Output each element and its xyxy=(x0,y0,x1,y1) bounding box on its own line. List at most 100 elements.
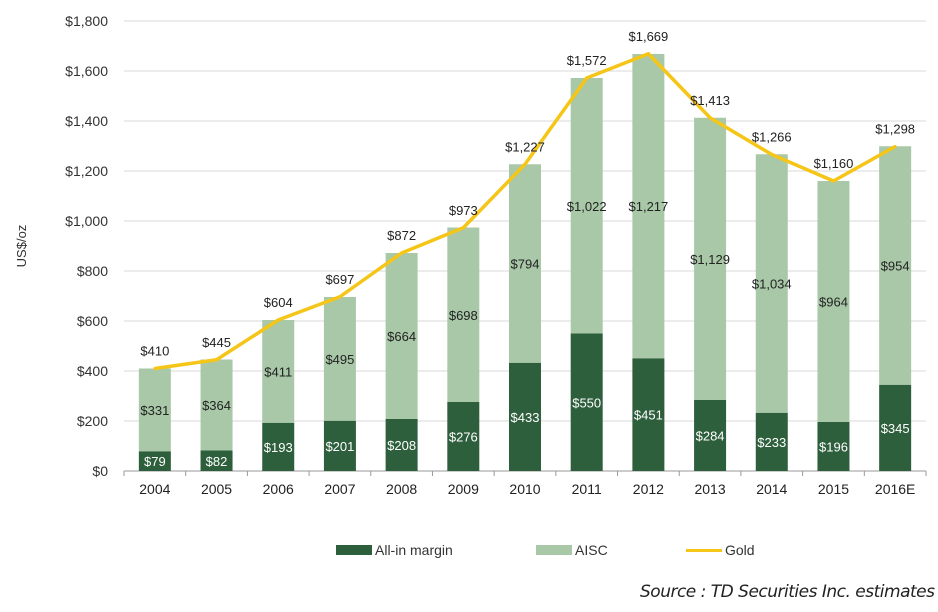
legend-swatch-aisc xyxy=(536,545,572,555)
y-tick-label: $1,800 xyxy=(65,13,108,29)
data-label-aisc: $364 xyxy=(202,398,231,413)
x-tick-label: 2015 xyxy=(818,481,849,497)
y-tick-label: $1,600 xyxy=(65,63,108,79)
gold-point xyxy=(338,295,342,299)
x-tick-label: 2011 xyxy=(572,481,602,497)
gold-point xyxy=(215,358,219,362)
bar-aisc xyxy=(262,320,295,423)
data-label-all-in-margin: $193 xyxy=(264,440,293,455)
bar-all-in-margin xyxy=(632,358,665,471)
x-tick-label: 2010 xyxy=(509,481,540,497)
gold-point xyxy=(461,226,465,230)
y-tick-label: $200 xyxy=(77,413,108,429)
gold-point xyxy=(893,145,897,148)
data-label-all-in-margin: $79 xyxy=(144,454,166,469)
legend-swatch-all-in-margin xyxy=(336,545,372,555)
x-tick-label: 2013 xyxy=(694,481,725,497)
data-label-gold: $1,669 xyxy=(629,29,669,44)
y-tick-label: $400 xyxy=(77,363,108,379)
gold-point xyxy=(153,367,157,370)
x-tick-label: 2004 xyxy=(139,481,170,497)
data-label-all-in-margin: $208 xyxy=(387,438,416,453)
bar-aisc xyxy=(694,117,727,400)
x-tick-label: 2012 xyxy=(633,481,664,497)
data-label-gold: $697 xyxy=(325,272,354,287)
gold-point xyxy=(708,116,712,120)
x-tick-label: 2007 xyxy=(324,481,355,497)
legend-label: AISC xyxy=(575,542,608,558)
data-label-gold: $604 xyxy=(264,295,293,310)
y-tick-label: $1,000 xyxy=(65,213,108,229)
y-tick-label: $0 xyxy=(92,463,108,479)
data-label-aisc: $1,217 xyxy=(629,199,669,214)
legend-label: All-in margin xyxy=(375,542,453,558)
x-tick-label: 2016E xyxy=(875,481,915,497)
data-label-gold: $1,227 xyxy=(505,139,545,154)
y-tick-label: $1,400 xyxy=(65,113,108,129)
data-label-aisc: $1,022 xyxy=(567,199,607,214)
bar-aisc xyxy=(138,368,171,452)
bar-all-in-margin xyxy=(694,400,727,471)
gold-point xyxy=(523,162,527,166)
data-label-all-in-margin: $451 xyxy=(634,408,663,423)
bar-all-in-margin xyxy=(138,451,171,471)
bar-aisc xyxy=(447,227,480,402)
legend-label: Gold xyxy=(725,542,755,558)
data-label-gold: $1,413 xyxy=(690,93,730,108)
gold-point xyxy=(646,52,650,56)
x-tick-label: 2009 xyxy=(448,481,479,497)
data-label-all-in-margin: $345 xyxy=(881,421,910,436)
gold-point xyxy=(400,251,404,255)
bar-aisc xyxy=(632,54,665,359)
gold-point xyxy=(770,153,774,156)
y-tick-label: $800 xyxy=(77,263,108,279)
data-label-gold: $973 xyxy=(449,203,478,218)
data-label-all-in-margin: $233 xyxy=(757,435,786,450)
data-label-gold: $1,572 xyxy=(567,53,607,68)
x-tick-label: 2006 xyxy=(263,481,294,497)
data-label-gold: $872 xyxy=(387,228,416,243)
data-label-aisc: $664 xyxy=(387,329,416,344)
bar-all-in-margin xyxy=(447,402,480,471)
data-label-aisc: $1,034 xyxy=(752,277,792,292)
bar-all-in-margin xyxy=(570,333,603,471)
bar-aisc xyxy=(817,181,850,422)
data-label-all-in-margin: $201 xyxy=(325,439,354,454)
gold-point xyxy=(831,179,835,183)
bar-aisc xyxy=(570,78,603,334)
x-tick-label: 2005 xyxy=(201,481,232,497)
data-label-aisc: $331 xyxy=(140,403,169,418)
bar-aisc xyxy=(385,253,418,419)
data-label-aisc: $411 xyxy=(264,364,292,379)
bar-all-in-margin xyxy=(385,419,418,471)
data-label-all-in-margin: $550 xyxy=(572,395,601,410)
bar-aisc xyxy=(879,146,912,385)
bar-all-in-margin xyxy=(323,420,356,471)
bar-all-in-margin xyxy=(879,384,912,471)
y-tick-label: $600 xyxy=(77,313,108,329)
data-label-all-in-margin: $82 xyxy=(206,454,228,469)
legend-item-gold: Gold xyxy=(686,542,755,558)
legend-item-aisc: AISC xyxy=(536,542,608,558)
y-axis-label: US$/oz xyxy=(14,225,29,268)
data-label-aisc: $794 xyxy=(511,257,540,272)
data-label-aisc: $1,129 xyxy=(690,252,730,267)
bar-all-in-margin xyxy=(262,422,295,471)
data-label-gold: $1,266 xyxy=(752,130,792,145)
gold-point xyxy=(585,76,589,80)
x-tick-label: 2014 xyxy=(756,481,787,497)
data-label-all-in-margin: $433 xyxy=(511,410,540,425)
bar-all-in-margin xyxy=(200,450,233,471)
legend-item-all-in-margin: All-in margin xyxy=(336,542,453,558)
legend-line-gold xyxy=(686,548,722,552)
data-label-gold: $1,160 xyxy=(814,156,854,171)
bar-aisc xyxy=(200,359,233,451)
data-label-all-in-margin: $276 xyxy=(449,430,478,445)
data-label-aisc: $698 xyxy=(449,308,478,323)
bar-all-in-margin xyxy=(509,362,541,471)
data-label-gold: $445 xyxy=(202,335,231,350)
data-label-all-in-margin: $196 xyxy=(819,440,848,455)
source-note: Source : TD Securities Inc. estimates xyxy=(640,582,935,602)
bar-all-in-margin xyxy=(755,412,788,471)
